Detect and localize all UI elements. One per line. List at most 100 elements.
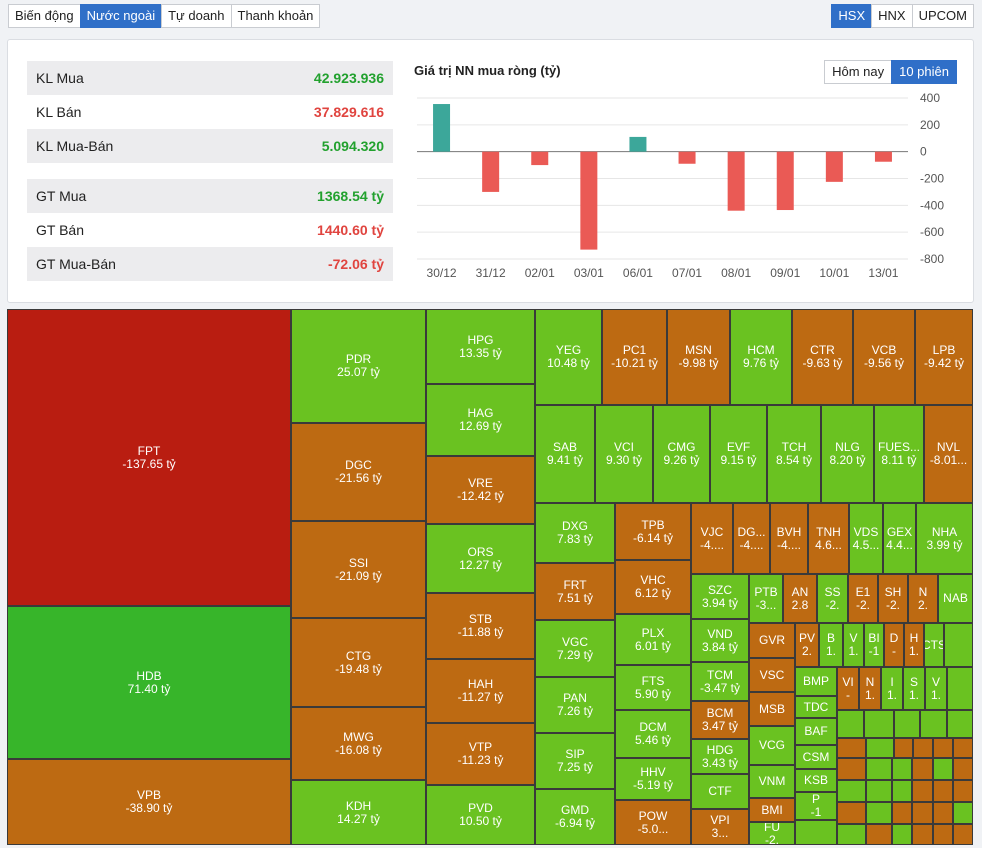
treemap-cell[interactable]: TPB -6.14 tỷ bbox=[615, 503, 691, 560]
treemap-cell[interactable]: LPB -9.42 tỷ bbox=[915, 309, 973, 405]
treemap-cell[interactable]: VDS 4.5... bbox=[849, 503, 883, 574]
treemap-cell[interactable]: HDG 3.43 tỷ bbox=[691, 739, 749, 774]
bar-10/01[interactable] bbox=[825, 151, 843, 182]
treemap-cell[interactable]: BMP bbox=[795, 667, 837, 696]
treemap-cell[interactable]: VND 3.84 tỷ bbox=[691, 619, 749, 662]
treemap-small-cell[interactable] bbox=[837, 780, 866, 802]
toggle-10-sessions[interactable]: 10 phiên bbox=[891, 60, 957, 84]
treemap-cell[interactable]: FU -2. bbox=[749, 822, 795, 845]
treemap-cell[interactable]: SH -2. bbox=[878, 574, 908, 623]
treemap-cell[interactable]: CSM bbox=[795, 745, 837, 769]
bar-13/01[interactable] bbox=[874, 151, 892, 162]
treemap-cell[interactable]: PC1 -10.21 tỷ bbox=[602, 309, 667, 405]
treemap-small-cell[interactable] bbox=[866, 780, 892, 802]
treemap-small-cell[interactable] bbox=[866, 738, 894, 758]
treemap-cell[interactable]: MSB bbox=[749, 692, 795, 726]
treemap-cell[interactable]: NHA 3.99 tỷ bbox=[916, 503, 973, 574]
treemap-cell[interactable]: DG... -4.... bbox=[733, 503, 770, 574]
treemap-cell[interactable]: VCG bbox=[749, 726, 795, 765]
treemap-cell[interactable]: SZC 3.94 tỷ bbox=[691, 574, 749, 619]
treemap-cell[interactable]: NVL -8.01... bbox=[924, 405, 973, 503]
treemap-cell[interactable]: VGC 7.29 tỷ bbox=[535, 620, 615, 677]
treemap-cell[interactable]: HCM 9.76 tỷ bbox=[730, 309, 792, 405]
treemap-small-cell[interactable] bbox=[912, 802, 933, 824]
treemap-small-cell[interactable] bbox=[837, 758, 866, 780]
treemap-cell[interactable]: VHC 6.12 tỷ bbox=[615, 560, 691, 614]
tab-hsx[interactable]: HSX bbox=[831, 4, 873, 28]
treemap-cell[interactable]: BAF bbox=[795, 718, 837, 745]
bar-30/12[interactable] bbox=[433, 104, 451, 152]
treemap-cell[interactable]: VI - bbox=[837, 667, 859, 710]
treemap-cell[interactable]: CTF bbox=[691, 774, 749, 809]
treemap-cell[interactable]: HAH -11.27 tỷ bbox=[426, 659, 535, 723]
treemap-small-cell[interactable] bbox=[894, 710, 920, 738]
bar-08/01[interactable] bbox=[727, 151, 745, 211]
treemap-cell[interactable]: BVH -4.... bbox=[770, 503, 808, 574]
treemap-cell[interactable]: VPI 3... bbox=[691, 809, 749, 845]
treemap-cell[interactable]: PVD 10.50 tỷ bbox=[426, 785, 535, 845]
treemap-cell[interactable]: MSN -9.98 tỷ bbox=[667, 309, 730, 405]
treemap-cell[interactable]: STB -11.88 tỷ bbox=[426, 593, 535, 659]
treemap-cell[interactable]: HDB 71.40 tỷ bbox=[7, 606, 291, 759]
treemap-cell[interactable]: VPB -38.90 tỷ bbox=[7, 759, 291, 845]
treemap-cell[interactable]: V 1. bbox=[925, 667, 947, 710]
treemap-small-cell[interactable] bbox=[947, 710, 973, 738]
bar-31/12[interactable] bbox=[482, 151, 500, 192]
treemap-cell[interactable]: ORS 12.27 tỷ bbox=[426, 524, 535, 593]
treemap-cell[interactable]: NAB bbox=[938, 574, 973, 623]
treemap-cell[interactable]: CTR -9.63 tỷ bbox=[792, 309, 853, 405]
treemap-small-cell[interactable] bbox=[933, 738, 953, 758]
treemap-cell[interactable]: SS -2. bbox=[817, 574, 848, 623]
treemap-cell[interactable]: GVR bbox=[749, 623, 795, 658]
tab-upcom[interactable]: UPCOM bbox=[911, 4, 974, 28]
treemap-small-cell[interactable] bbox=[864, 710, 894, 738]
treemap-cell[interactable]: SAB 9.41 tỷ bbox=[535, 405, 595, 503]
treemap-cell[interactable]: I 1. bbox=[881, 667, 903, 710]
treemap-cell[interactable]: D- bbox=[884, 623, 904, 667]
treemap-cell[interactable]: VCB -9.56 tỷ bbox=[853, 309, 915, 405]
treemap-cell[interactable]: BCM 3.47 tỷ bbox=[691, 701, 749, 739]
treemap-cell[interactable]: FRT 7.51 tỷ bbox=[535, 563, 615, 620]
treemap-cell[interactable]: VNM bbox=[749, 765, 795, 798]
treemap-cell[interactable]: POW -5.0... bbox=[615, 800, 691, 845]
treemap-small-cell[interactable] bbox=[912, 758, 933, 780]
tab-tu-doanh[interactable]: Tự doanh bbox=[161, 4, 232, 28]
treemap-small-cell[interactable] bbox=[837, 710, 864, 738]
treemap-small-cell[interactable] bbox=[795, 820, 837, 845]
treemap-small-cell[interactable] bbox=[953, 738, 973, 758]
treemap-cell[interactable]: MWG -16.08 tỷ bbox=[291, 707, 426, 780]
bar-03/01[interactable] bbox=[580, 151, 598, 250]
treemap-cell[interactable]: E1 -2. bbox=[848, 574, 878, 623]
treemap-cell[interactable]: SIP 7.25 tỷ bbox=[535, 733, 615, 789]
treemap-cell[interactable]: FTS 5.90 tỷ bbox=[615, 665, 691, 710]
treemap-cell[interactable]: FPT -137.65 tỷ bbox=[7, 309, 291, 606]
treemap-cell[interactable]: VCI 9.30 tỷ bbox=[595, 405, 653, 503]
treemap-cell[interactable]: H 1. bbox=[904, 623, 924, 667]
treemap-cell[interactable]: VSC bbox=[749, 658, 795, 692]
treemap-cell[interactable]: TDC bbox=[795, 696, 837, 718]
treemap-cell[interactable]: NLG 8.20 tỷ bbox=[821, 405, 874, 503]
treemap-small-cell[interactable] bbox=[866, 824, 892, 845]
treemap-cell[interactable]: CTG -19.48 tỷ bbox=[291, 618, 426, 707]
treemap-cell[interactable]: KSB bbox=[795, 769, 837, 792]
treemap-cell[interactable]: HPG 13.35 tỷ bbox=[426, 309, 535, 384]
treemap-cell[interactable]: TCM -3.47 tỷ bbox=[691, 662, 749, 701]
treemap-cell[interactable]: GMD -6.94 tỷ bbox=[535, 789, 615, 845]
bar-09/01[interactable] bbox=[776, 151, 794, 211]
treemap-small-cell[interactable] bbox=[837, 738, 866, 758]
treemap-small-cell[interactable] bbox=[953, 824, 973, 845]
treemap-small-cell[interactable] bbox=[912, 824, 933, 845]
treemap-cell[interactable]: PTB -3... bbox=[749, 574, 783, 623]
treemap-cell[interactable]: VJC -4.... bbox=[691, 503, 733, 574]
treemap-small-cell[interactable] bbox=[837, 802, 866, 824]
treemap-cell[interactable]: PDR 25.07 tỷ bbox=[291, 309, 426, 423]
treemap-cell[interactable]: B 1. bbox=[819, 623, 843, 667]
bar-07/01[interactable] bbox=[678, 151, 696, 164]
treemap-small-cell[interactable] bbox=[892, 802, 912, 824]
treemap-cell[interactable]: TNH 4.6... bbox=[808, 503, 849, 574]
treemap-cell[interactable]: P -1 bbox=[795, 792, 837, 820]
treemap-cell[interactable]: DXG 7.83 tỷ bbox=[535, 503, 615, 563]
treemap-small-cell[interactable] bbox=[892, 758, 912, 780]
treemap-cell[interactable]: N 1. bbox=[859, 667, 881, 710]
treemap-small-cell[interactable] bbox=[944, 623, 973, 667]
